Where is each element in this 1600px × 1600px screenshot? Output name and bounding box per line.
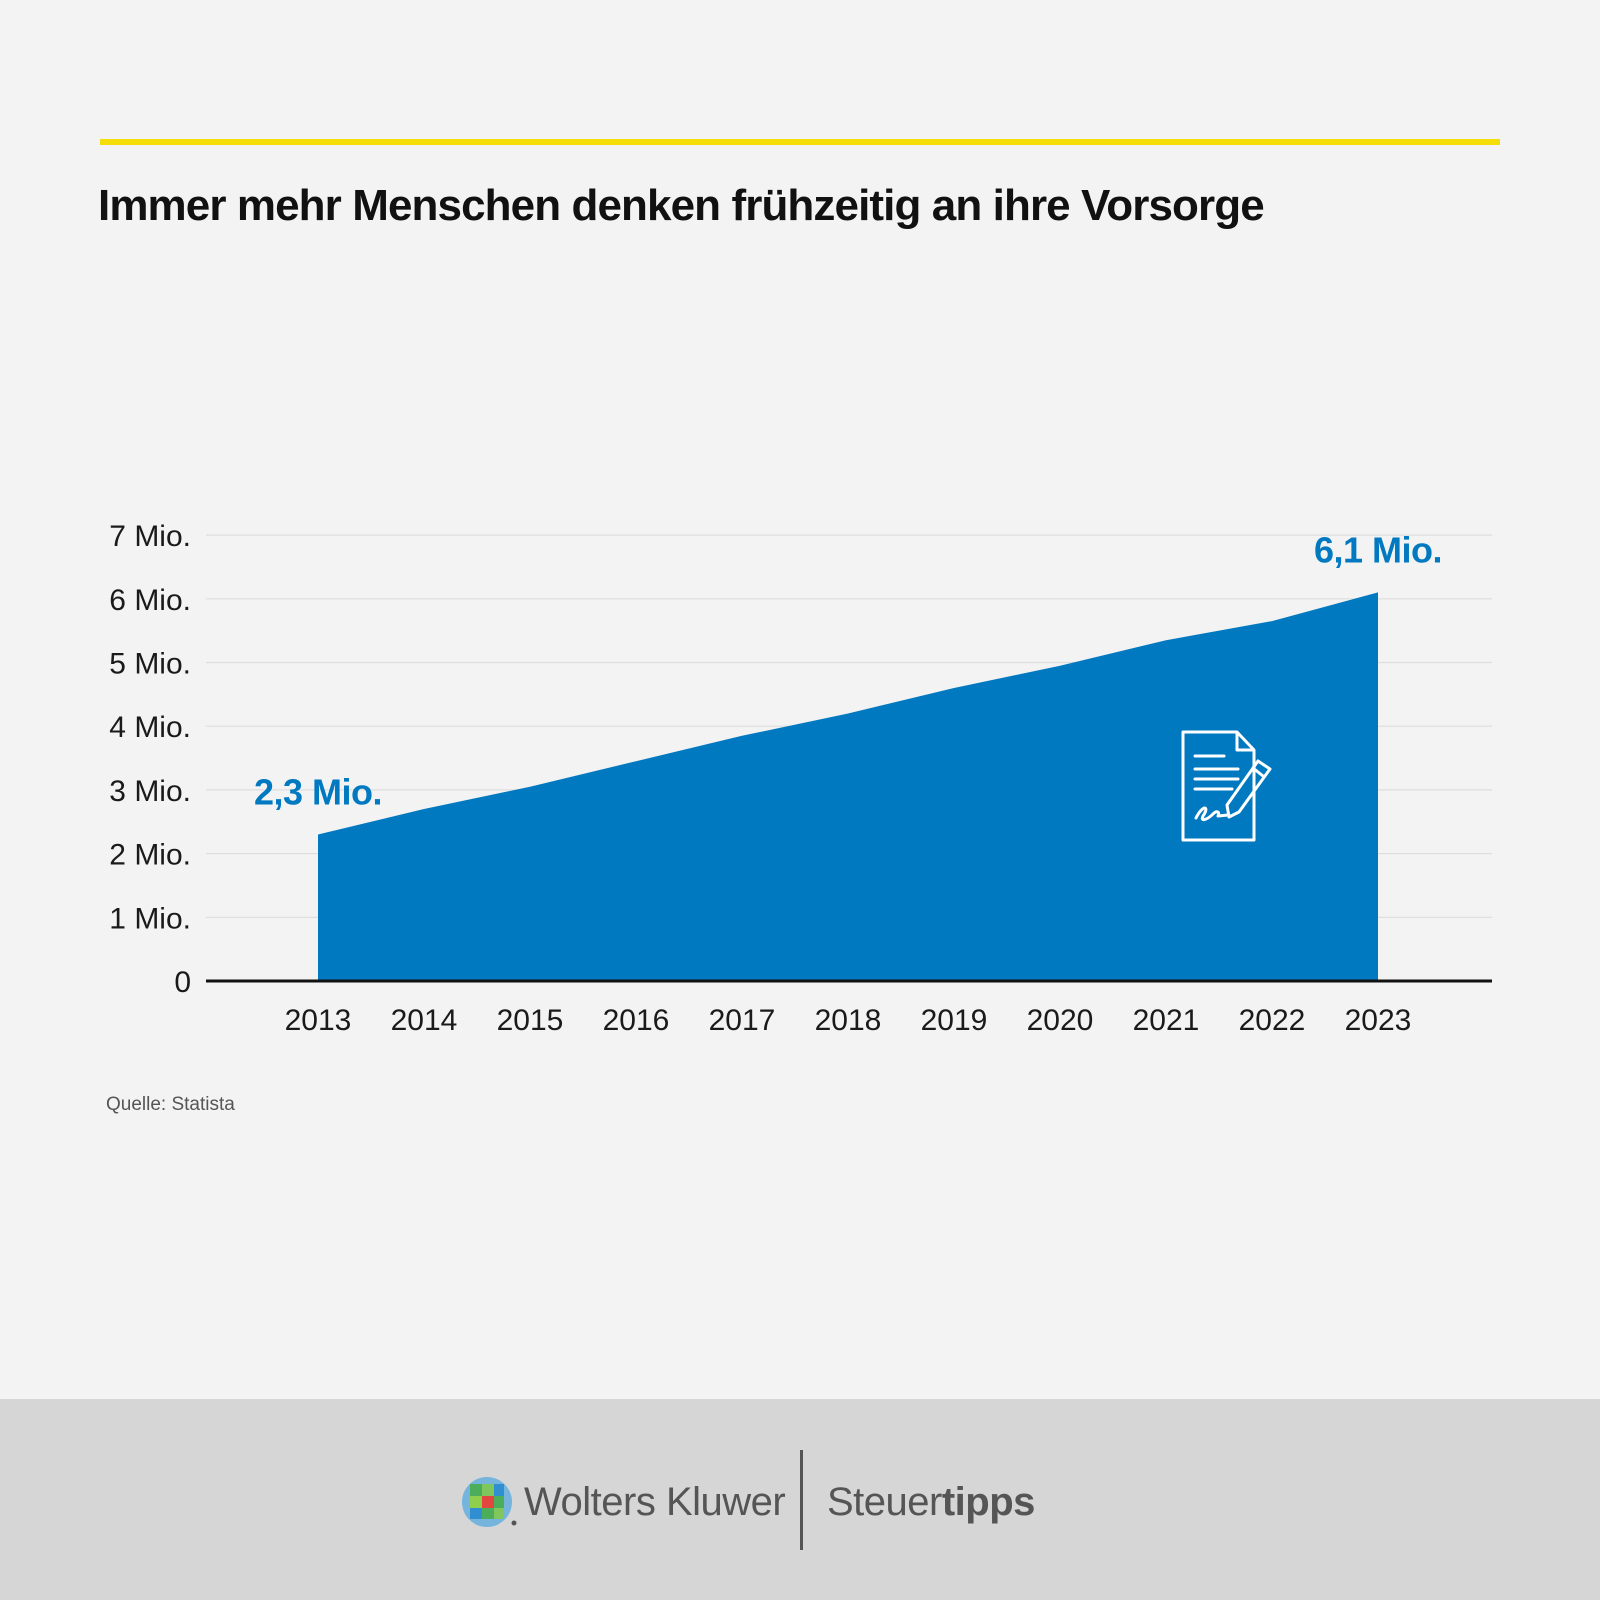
signed-document-icon (1181, 730, 1272, 842)
y-tick-label: 1 Mio. (109, 902, 191, 935)
footer-brand-right-bold: tipps (941, 1480, 1036, 1524)
area-chart: 0 1 Mio. 2 Mio. 3 Mio. 4 Mio. 5 Mio. 6 Mio. 7 M… (109, 520, 1492, 1037)
footer-brand-left: Wolters Kluwer (524, 1480, 786, 1524)
x-tick-label: 2023 (1345, 1004, 1412, 1037)
page-title: Immer mehr Menschen denken frühzeitig an… (98, 181, 1265, 230)
x-axis: 2013 2014 2015 2016 2017 2018 2019 2020 2021 2022… (285, 1004, 1412, 1037)
x-tick-label: 2022 (1239, 1004, 1306, 1037)
area-series (318, 592, 1378, 981)
footer-brand-right-light: Steuer (827, 1480, 942, 1524)
data-label: 2,3 Mio. (254, 771, 382, 812)
x-tick-label: 2017 (709, 1004, 776, 1037)
x-tick-label: 2014 (391, 1004, 458, 1037)
data-label: 6,1 Mio. (1314, 529, 1442, 570)
x-tick-label: 2020 (1027, 1004, 1094, 1037)
footer-brand-right: Steuertipps (827, 1480, 1035, 1525)
footer-divider (800, 1450, 803, 1550)
x-tick-label: 2018 (815, 1004, 882, 1037)
y-tick-label: 0 (174, 966, 191, 999)
y-tick-label: 3 Mio. (109, 775, 191, 808)
chart-series (318, 592, 1378, 981)
x-tick-label: 2015 (497, 1004, 564, 1037)
chart-labels: 2,3 Mio. 6,1 Mio. (254, 529, 1443, 812)
x-tick-label: 2016 (603, 1004, 670, 1037)
y-axis: 0 1 Mio. 2 Mio. 3 Mio. 4 Mio. 5 Mio. 6 Mio. 7 M… (109, 520, 191, 999)
x-tick-label: 2021 (1133, 1004, 1200, 1037)
x-tick-label: 2013 (285, 1004, 352, 1037)
x-tick-label: 2019 (921, 1004, 988, 1037)
accent-line (100, 139, 1500, 145)
y-tick-label: 2 Mio. (109, 839, 191, 872)
y-tick-label: 7 Mio. (109, 520, 191, 553)
source-note: Quelle: Statista (106, 1094, 235, 1115)
y-tick-label: 4 Mio. (109, 711, 191, 744)
y-tick-label: 5 Mio. (109, 648, 191, 681)
y-tick-label: 6 Mio. (109, 584, 191, 617)
